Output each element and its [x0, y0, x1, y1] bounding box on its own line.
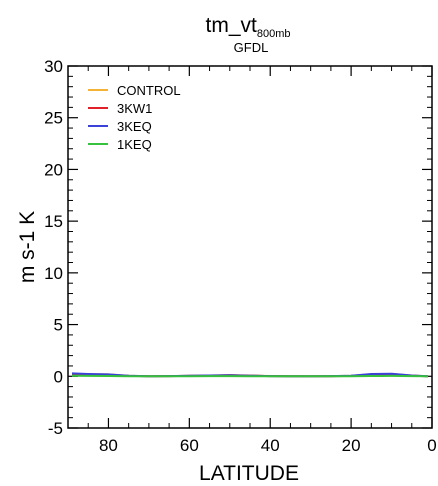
y-tick-label: 25: [44, 109, 63, 128]
y-tick-label: 5: [54, 316, 63, 335]
y-axis: -5 0 5 10 15 20 25 30: [44, 57, 432, 438]
y-tick-label: 20: [44, 160, 63, 179]
x-tick-label: 20: [342, 436, 361, 455]
x-tick-label: 40: [261, 436, 280, 455]
legend-label-3keq: 3KEQ: [117, 119, 152, 134]
y-tick-label: 30: [44, 57, 63, 76]
chart-subtitle: GFDL: [234, 40, 269, 55]
x-axis: 80 60 40 20 0: [67, 66, 437, 455]
y-axis-label: m s-1 K: [16, 211, 39, 283]
legend: CONTROL 3KW1 3KEQ 1KEQ: [88, 83, 181, 152]
chart-title-main: tm_vt: [206, 14, 258, 37]
x-tick-label: 0: [427, 436, 436, 455]
y-tick-label: -5: [48, 419, 63, 438]
series-group: [71, 372, 429, 378]
x-axis-label: LATITUDE: [199, 462, 299, 485]
x-tick-label: 60: [180, 436, 199, 455]
chart-title: tm_vt800mb: [206, 14, 291, 40]
legend-label-3kw1: 3KW1: [117, 101, 152, 116]
legend-label-1keq: 1KEQ: [117, 137, 152, 152]
y-tick-label: 0: [54, 367, 63, 386]
y-tick-label: 10: [44, 264, 63, 283]
legend-label-control: CONTROL: [117, 83, 181, 98]
series-line-1keq: [71, 374, 429, 378]
chart-title-subscript: 800mb: [257, 28, 291, 40]
y-tick-label: 15: [44, 212, 63, 231]
x-tick-label: 80: [99, 436, 118, 455]
